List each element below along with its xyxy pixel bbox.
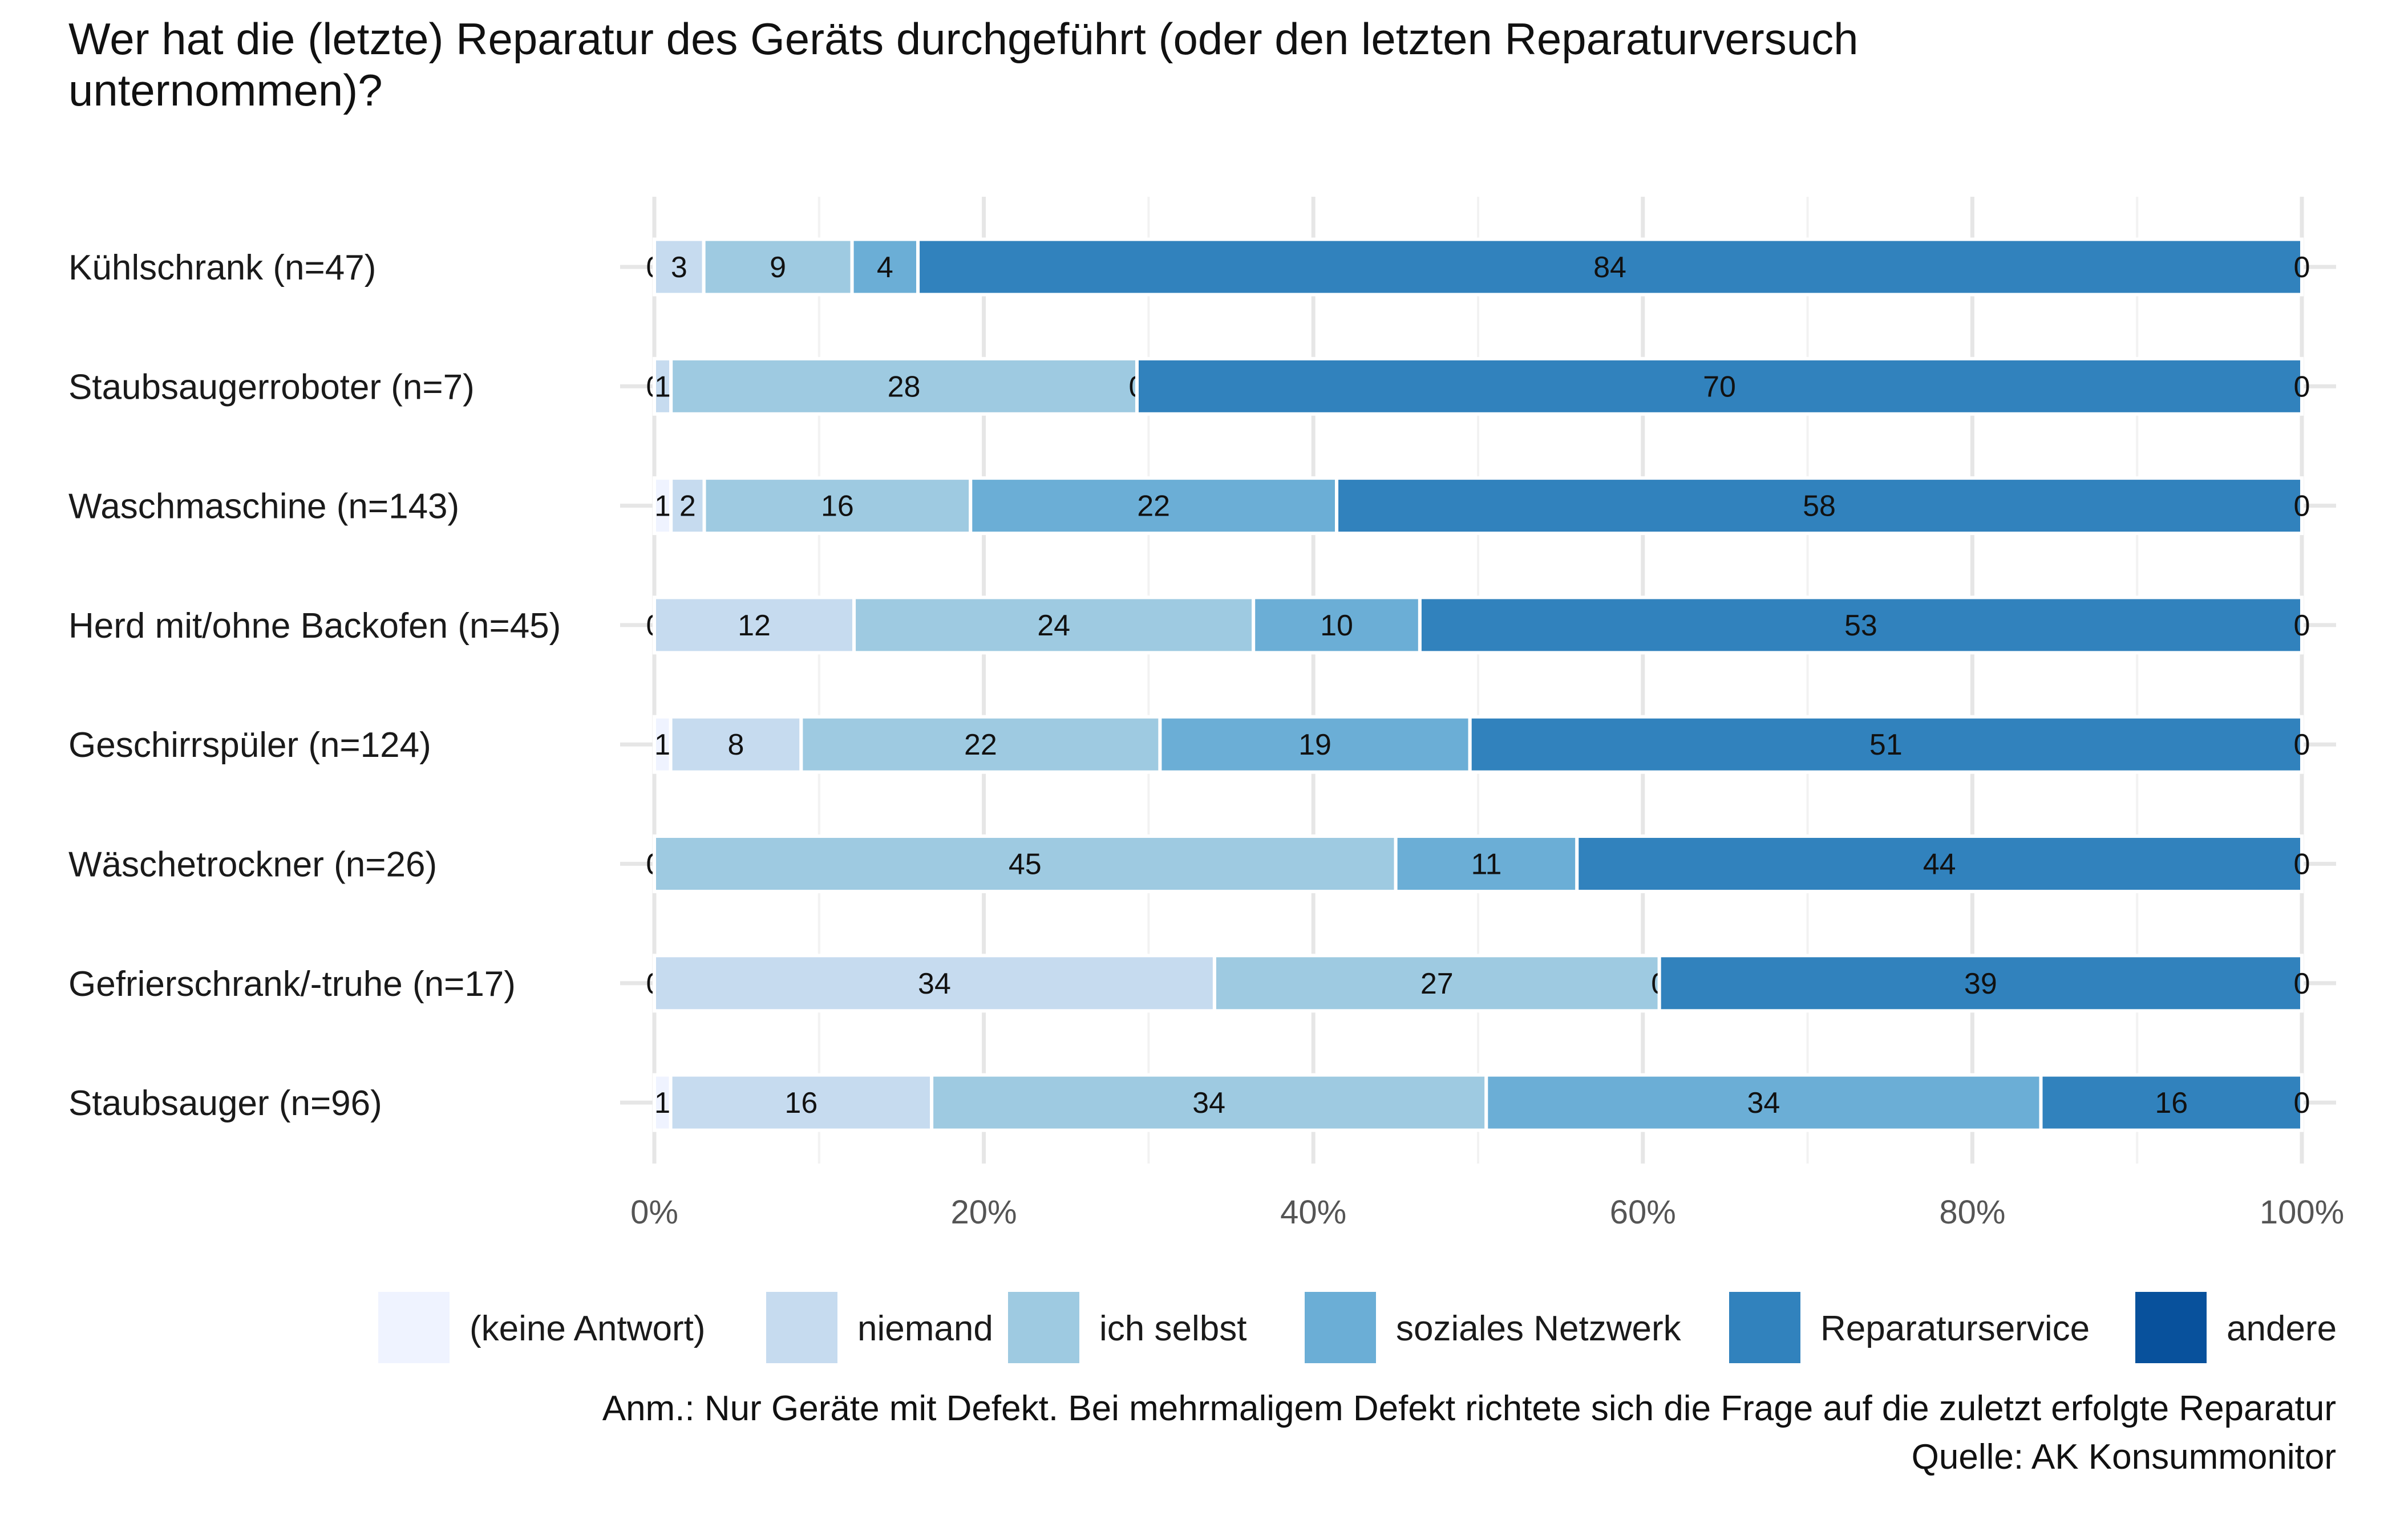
data-label: 0 bbox=[2294, 609, 2310, 642]
data-label: 0 bbox=[2294, 370, 2310, 403]
bar-segment bbox=[653, 834, 1398, 893]
bar-segment bbox=[852, 595, 1256, 655]
category-label: Kühlschrank (n=47) bbox=[68, 248, 376, 287]
category-label: Staubsauger (n=96) bbox=[68, 1084, 382, 1123]
data-label: 51 bbox=[1869, 728, 1903, 761]
data-label: 39 bbox=[1964, 967, 1997, 1000]
data-label: 45 bbox=[1009, 848, 1042, 881]
category-label: Gefrierschrank/-truhe (n=17) bbox=[68, 964, 516, 1004]
data-label: 34 bbox=[1747, 1087, 1780, 1120]
data-label: 1 bbox=[654, 728, 671, 761]
legend-entry: ich selbst bbox=[1099, 1309, 1246, 1348]
data-label: 10 bbox=[1320, 609, 1353, 642]
bar-segment bbox=[1212, 954, 1661, 1013]
data-label: 0 bbox=[2294, 967, 2310, 1000]
category-label: Staubsaugerroboter (n=7) bbox=[68, 367, 475, 407]
bars: 0394840012807001216225800122410530182219… bbox=[646, 237, 2310, 1132]
data-label: 34 bbox=[1192, 1087, 1225, 1120]
legend-entry: niemand bbox=[857, 1309, 993, 1348]
x-tick-label: 20% bbox=[951, 1194, 1017, 1231]
caption-source: Quelle: AK Konsummonitor bbox=[1912, 1437, 2336, 1477]
x-tick-label: 100% bbox=[2260, 1194, 2344, 1231]
bar-segment bbox=[653, 954, 1216, 1013]
legend-swatch bbox=[1729, 1292, 1800, 1363]
bar-segment bbox=[653, 356, 673, 416]
legend: (keine Antwort) niemand ich selbst soziales… bbox=[378, 1292, 2337, 1363]
bar-segment bbox=[2039, 1073, 2304, 1132]
legend-entry: (keine Antwort) bbox=[470, 1309, 706, 1348]
data-label: 27 bbox=[1420, 967, 1454, 1000]
data-label: 2 bbox=[679, 490, 696, 523]
data-label: 0 bbox=[2294, 1087, 2310, 1120]
data-label: 1 bbox=[654, 490, 671, 523]
x-tick-label: 40% bbox=[1280, 1194, 1346, 1231]
bar-segment bbox=[1468, 715, 2304, 774]
chart-title-line-2: unternommen)? bbox=[68, 65, 383, 115]
data-label: 53 bbox=[1844, 609, 1877, 642]
data-label: 8 bbox=[728, 728, 744, 761]
chart-title: Wer hat die (letzte) Reparatur des Gerät… bbox=[68, 14, 1858, 115]
bar-segment bbox=[1135, 356, 2304, 416]
data-label: 44 bbox=[1923, 848, 1956, 881]
category-label: Waschmaschine (n=143) bbox=[68, 487, 459, 526]
bar-segment bbox=[1575, 834, 2304, 893]
bar-segment bbox=[653, 1073, 673, 1132]
data-label: 28 bbox=[888, 370, 921, 403]
data-label: 12 bbox=[738, 609, 771, 642]
bar-segment bbox=[702, 237, 854, 297]
x-axis-ticks: 0% 20% 40% 60% 80% 100% bbox=[630, 1194, 2344, 1231]
category-label: Herd mit/ohne Backofen (n=45) bbox=[68, 606, 561, 646]
data-label: 1 bbox=[654, 370, 671, 403]
data-label: 22 bbox=[964, 728, 997, 761]
legend-swatch bbox=[378, 1292, 450, 1363]
data-label: 24 bbox=[1037, 609, 1070, 642]
data-label: 70 bbox=[1703, 370, 1736, 403]
data-label: 0 bbox=[2294, 251, 2310, 284]
data-label: 0 bbox=[2294, 848, 2310, 881]
data-label: 9 bbox=[770, 251, 786, 284]
caption-note: Anm.: Nur Geräte mit Defekt. Bei mehrmal… bbox=[602, 1389, 2336, 1428]
legend-swatch bbox=[1305, 1292, 1376, 1363]
data-label: 0 bbox=[2294, 490, 2310, 523]
data-label: 11 bbox=[1471, 848, 1501, 881]
category-label: Geschirrspüler (n=124) bbox=[68, 726, 431, 765]
x-tick-label: 0% bbox=[630, 1194, 678, 1231]
data-label: 16 bbox=[821, 490, 854, 523]
bar-segment bbox=[1418, 595, 2304, 655]
grid bbox=[620, 197, 2336, 1164]
legend-entry: andere bbox=[2227, 1309, 2337, 1348]
data-label: 0 bbox=[2294, 728, 2310, 761]
bar-segment bbox=[669, 715, 803, 774]
data-label: 58 bbox=[1803, 490, 1836, 523]
bar-segment bbox=[653, 237, 706, 297]
bar-segment bbox=[850, 237, 920, 297]
x-tick-label: 80% bbox=[1939, 1194, 2005, 1231]
chart-title-line-1: Wer hat die (letzte) Reparatur des Gerät… bbox=[68, 14, 1858, 64]
data-label: 22 bbox=[1137, 490, 1170, 523]
legend-swatch bbox=[2135, 1292, 2207, 1363]
bar-segment bbox=[702, 476, 973, 536]
category-label: Wäschetrockner (n=26) bbox=[68, 845, 437, 885]
data-label: 4 bbox=[877, 251, 893, 284]
bar-segment bbox=[930, 1073, 1488, 1132]
bar-segment bbox=[916, 237, 2304, 297]
x-tick-label: 60% bbox=[1610, 1194, 1676, 1231]
bar-segment bbox=[1335, 476, 2304, 536]
data-label: 1 bbox=[654, 1087, 671, 1120]
bar-segment bbox=[799, 715, 1162, 774]
data-label: 16 bbox=[2155, 1087, 2188, 1120]
category-labels: Kühlschrank (n=47) Staubsaugerroboter (n=… bbox=[68, 248, 561, 1123]
bar-segment bbox=[1657, 954, 2304, 1013]
legend-swatch bbox=[766, 1292, 837, 1363]
legend-entry: soziales Netzwerk bbox=[1396, 1309, 1682, 1348]
data-label: 84 bbox=[1593, 251, 1626, 284]
data-label: 16 bbox=[784, 1087, 817, 1120]
caption: Anm.: Nur Geräte mit Defekt. Bei mehrmal… bbox=[602, 1389, 2336, 1477]
data-label: 19 bbox=[1298, 728, 1331, 761]
legend-swatch bbox=[1008, 1292, 1079, 1363]
data-label: 3 bbox=[671, 251, 687, 284]
legend-entry: Reparaturservice bbox=[1820, 1309, 2090, 1348]
data-label: 34 bbox=[918, 967, 951, 1000]
